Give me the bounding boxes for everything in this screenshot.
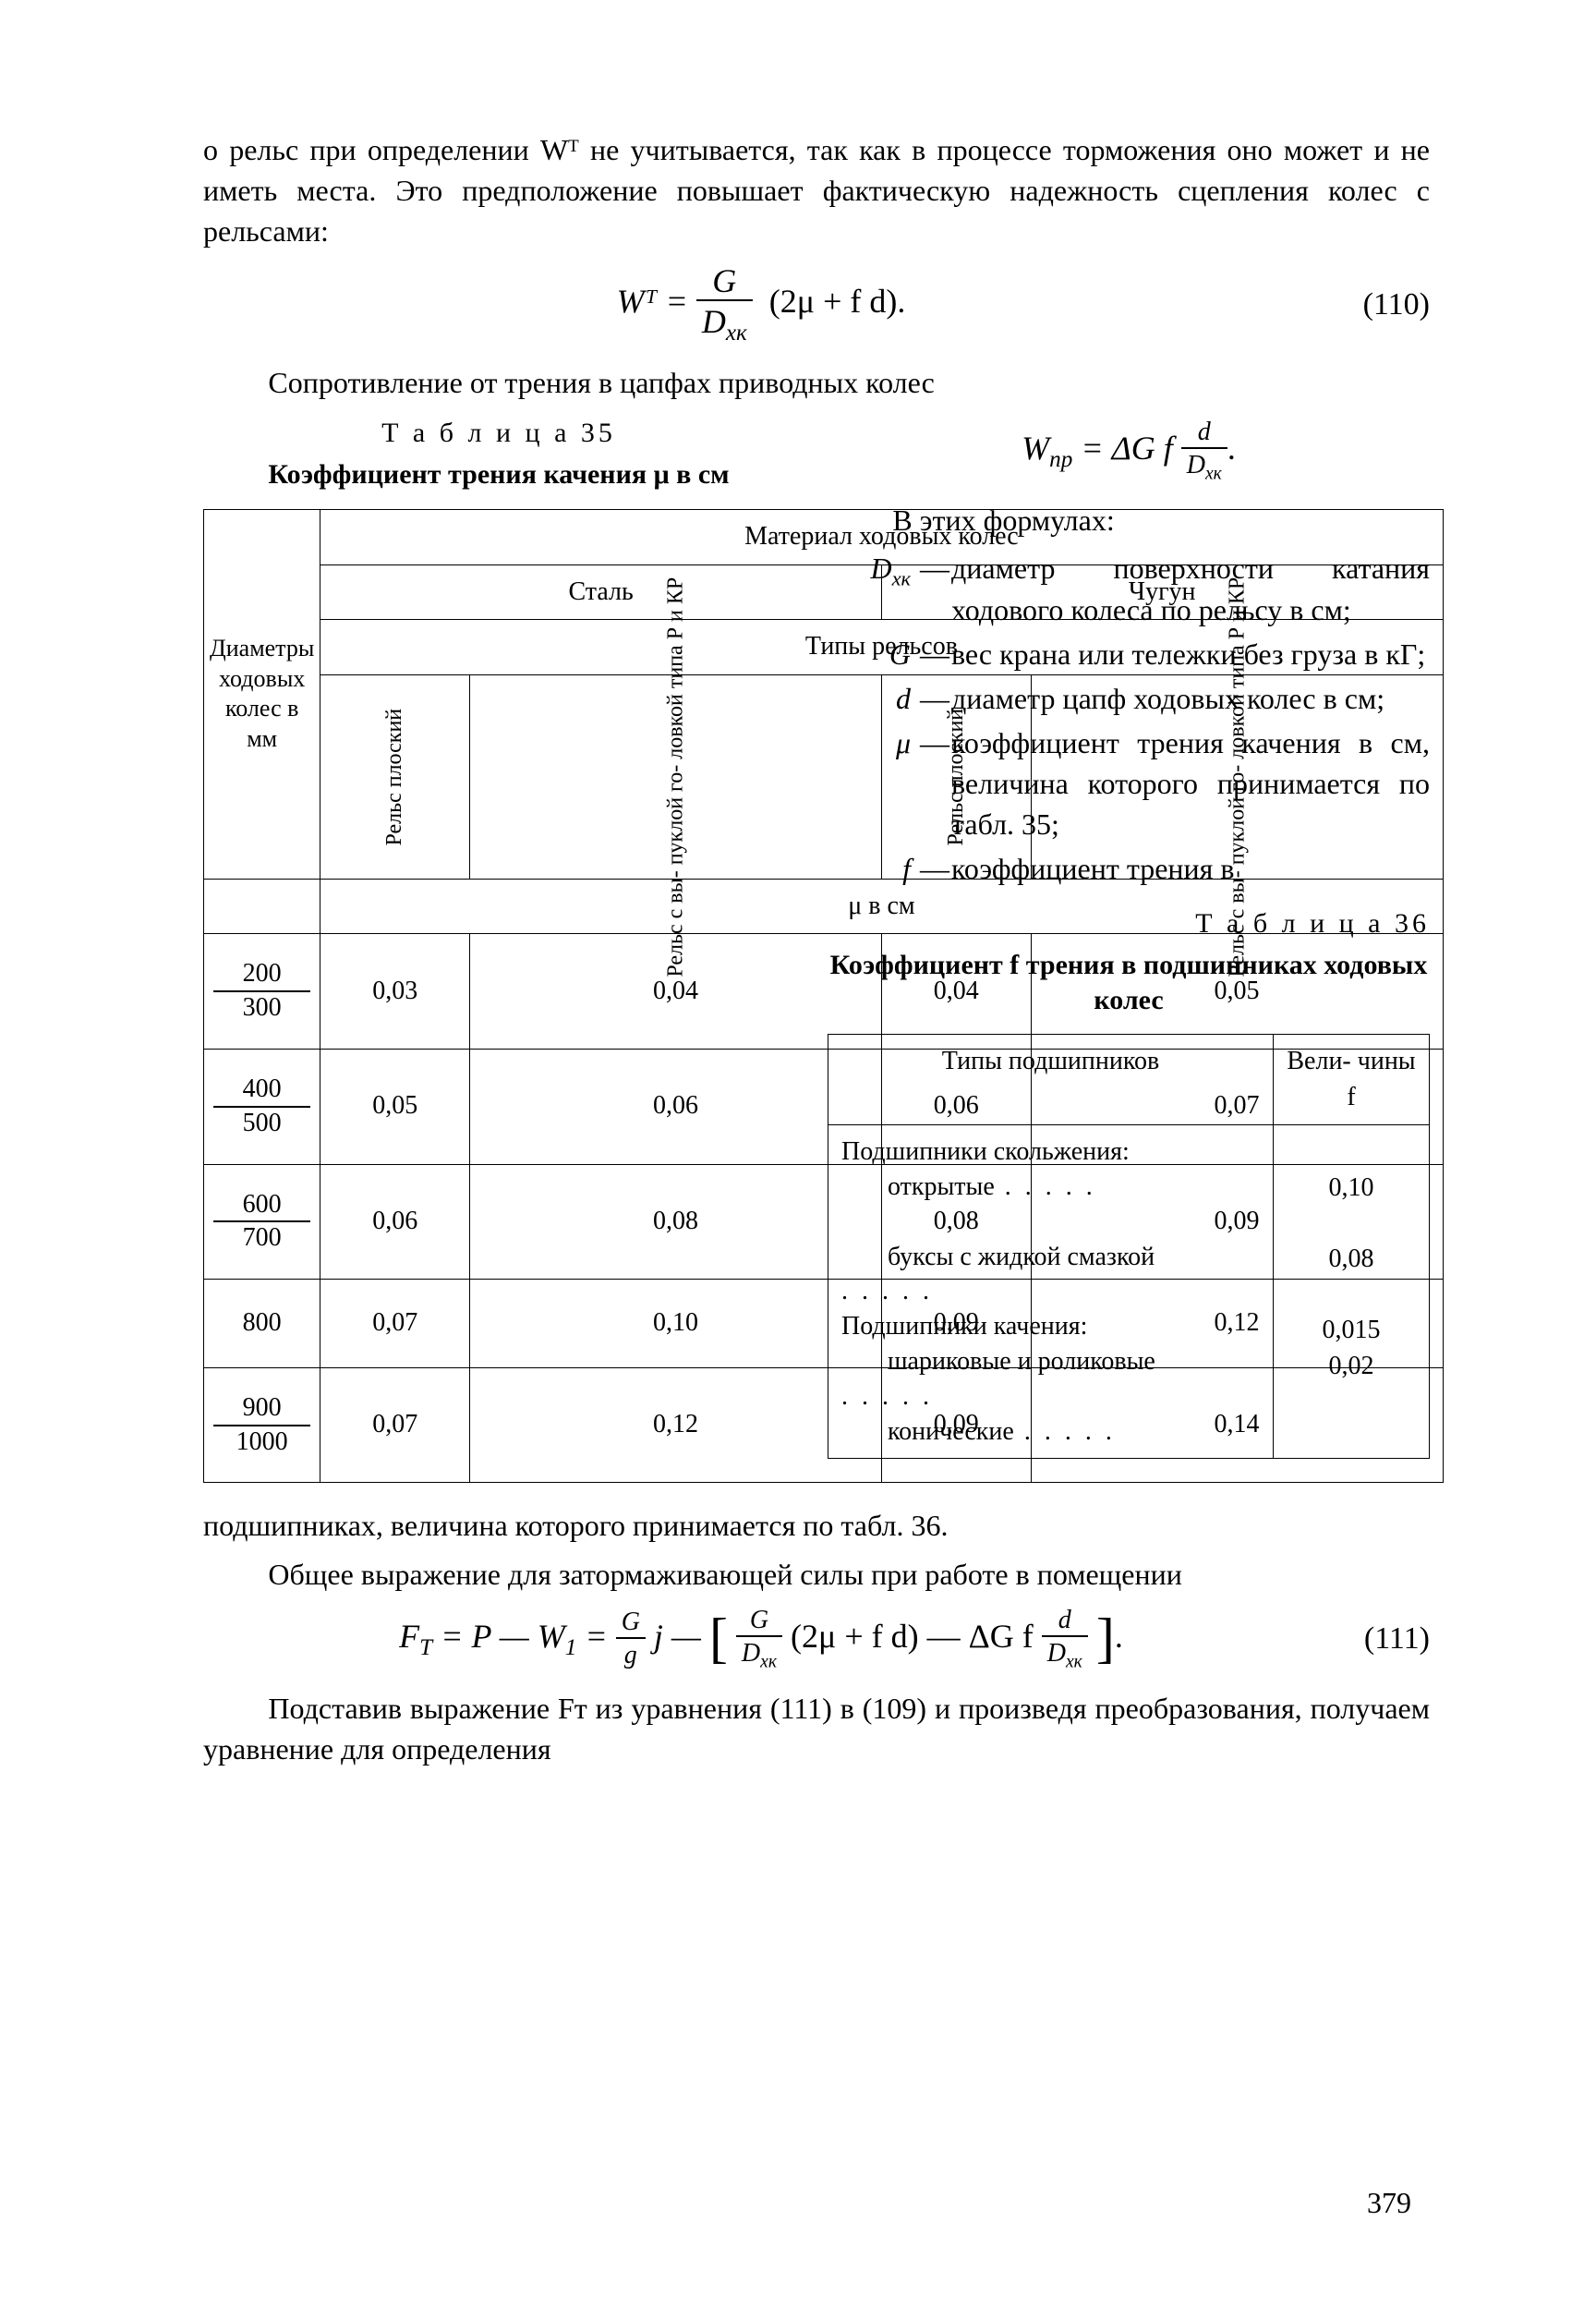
paragraph-3: подшипниках, величина которого принимает…	[203, 1505, 1430, 1546]
wnp-dot: .	[1227, 430, 1236, 467]
t36-r2b-v: 0,02	[1329, 1352, 1374, 1380]
definition-line: G—вес крана или тележки без груза в кГ;	[828, 634, 1430, 674]
eq111-b: = P — W	[441, 1618, 565, 1655]
eq111-c: =	[585, 1618, 615, 1655]
eq110-frac-num: G	[696, 264, 753, 301]
wnp-mid: = ΔG f	[1081, 430, 1180, 467]
eq111-f3-den-sub: хк	[1066, 1652, 1082, 1671]
t36-r2a: шариковые и роли­ковые	[841, 1344, 1260, 1379]
t35-col-iron-conv: Рельс с вы- пуклой го- ловкой типа Р и К…	[1031, 674, 1443, 879]
eq110-right: (2μ + f d).	[769, 283, 906, 320]
t35-value-cell: 0,08	[470, 1164, 882, 1280]
t36-h1: Типы подшипников	[828, 1035, 1274, 1125]
eq110-frac-den-sub: хк	[726, 322, 747, 346]
eq111-number: (111)	[1319, 1618, 1430, 1661]
t35-value-cell: 0,06	[470, 1050, 882, 1165]
t35-value-cell: 0,12	[470, 1367, 882, 1483]
definition-line: Dхк—диаметр поверхности катания ходового…	[828, 548, 1430, 629]
t35-col-steel-conv: Рельс с вы- пуклой го- ловкой типа Р и К…	[470, 674, 882, 879]
wnp-sub: np	[1049, 447, 1072, 472]
table35-title: Коэффициент трения качения μ в см	[203, 457, 794, 492]
definition-symbol: G	[828, 634, 918, 674]
t35-value-cell: 0,10	[470, 1280, 882, 1368]
eq111-e: (2μ + f d) — ΔG f	[791, 1618, 1042, 1655]
equation-wnp: Wnp = ΔG f d Dхк .	[828, 419, 1430, 483]
eq111-f1-den: g	[616, 1639, 646, 1669]
definition-text: диаметр поверхности катания ходового кол…	[951, 548, 1430, 629]
paragraph-2: Сопротивление от трения в цапфах приводн…	[203, 362, 1430, 403]
t36-r1a: открытые	[841, 1170, 1260, 1205]
table36: Типы подшипников Вели- чины f Подшипники…	[828, 1034, 1430, 1459]
wnp-frac-den-sub: хк	[1205, 465, 1222, 484]
t36-body-val: 0,10 0,08 0,015 0,02	[1274, 1125, 1430, 1459]
page-number: 379	[1367, 2182, 1411, 2223]
eq110-left: Wᵀ =	[617, 283, 688, 320]
eq110-number: (110)	[1319, 284, 1430, 327]
t35-diam-cell: 600700	[204, 1164, 320, 1280]
eq111-f3-num: d	[1042, 1608, 1088, 1637]
t35-diam-cell: 200300	[204, 934, 320, 1050]
eq111-F-sub: T	[419, 1635, 432, 1660]
table36-title: Коэффициент f трения в подшипниках ходов…	[828, 948, 1430, 1017]
defs-intro: В этих формулах:	[828, 500, 1430, 540]
eq110-frac-den: D	[702, 303, 726, 340]
t36-r2: Подшипники качения:	[841, 1312, 1087, 1341]
wnp-sym: W	[1022, 430, 1049, 467]
eq111-f1-num: G	[616, 1609, 646, 1639]
wnp-frac-den: D	[1187, 451, 1205, 479]
t35-value-cell: 0,05	[320, 1050, 470, 1165]
equation-110: Wᵀ = G Dхк (2μ + f d). (110)	[203, 264, 1430, 345]
definition-dash: —	[918, 634, 951, 674]
eq111-b-sub: 1	[565, 1635, 577, 1660]
t35-blank	[204, 879, 320, 934]
t35-col-steel-flat: Рельс плоский	[320, 674, 470, 879]
definition-text: вес крана или тележки без груза в кГ;	[951, 634, 1430, 674]
eq111-f2-den-sub: хк	[760, 1652, 777, 1671]
t36-r1b-v: 0,08	[1329, 1244, 1374, 1273]
paragraph-5: Подставив выражение Fᴛ из уравнения (111…	[203, 1688, 1430, 1769]
t35-diam-cell: 400500	[204, 1050, 320, 1165]
t35-value-cell: 0,03	[320, 934, 470, 1050]
t35-diam-cell: 800	[204, 1280, 320, 1368]
wnp-frac-num: d	[1181, 419, 1227, 449]
eq111-f2-den: D	[742, 1639, 760, 1668]
t35-steel: Сталь	[320, 564, 882, 620]
t36-r1a-v: 0,10	[1329, 1173, 1374, 1202]
t35-value-cell: 0,07	[320, 1280, 470, 1368]
t36-h2: Вели- чины f	[1274, 1035, 1430, 1125]
t35-value-cell: 0,06	[320, 1164, 470, 1280]
t36-r2b: конические	[841, 1414, 1260, 1450]
t36-r1: Подшипники скольже­ния:	[841, 1137, 1130, 1166]
t36-body-desc: Подшипники скольже­ния: открытые буксы с…	[828, 1125, 1274, 1459]
t35-diam-cell: 9001000	[204, 1367, 320, 1483]
eq111-f3-den: D	[1047, 1639, 1066, 1668]
paragraph-1: о рельс при определении Wᵀ не учитываетс…	[203, 129, 1430, 251]
equation-111: FT = P — W1 = G g j — [ G Dхк (2μ + f d)…	[203, 1608, 1430, 1671]
eq111-d: j —	[654, 1618, 709, 1655]
t35-col-iron-flat: Рельс плоский	[881, 674, 1031, 879]
definition-dash: —	[918, 548, 951, 629]
eq111-F: F	[399, 1618, 419, 1655]
table36-label: Т а б л и ц а 36	[828, 904, 1430, 942]
t36-r2a-v: 0,015	[1323, 1316, 1381, 1344]
t35-rowhead: Диаметры ходовых колес в мм	[204, 509, 320, 879]
paragraph-4: Общее выражение для затормаживающей силы…	[203, 1554, 1430, 1595]
t35-value-cell: 0,07	[320, 1367, 470, 1483]
t36-r1b: буксы с жидкой смазкой	[841, 1240, 1260, 1275]
table35-label: Т а б л и ц а 35	[203, 414, 794, 452]
eq111-f2-num: G	[736, 1608, 782, 1637]
definition-symbol: Dхк	[828, 548, 918, 629]
